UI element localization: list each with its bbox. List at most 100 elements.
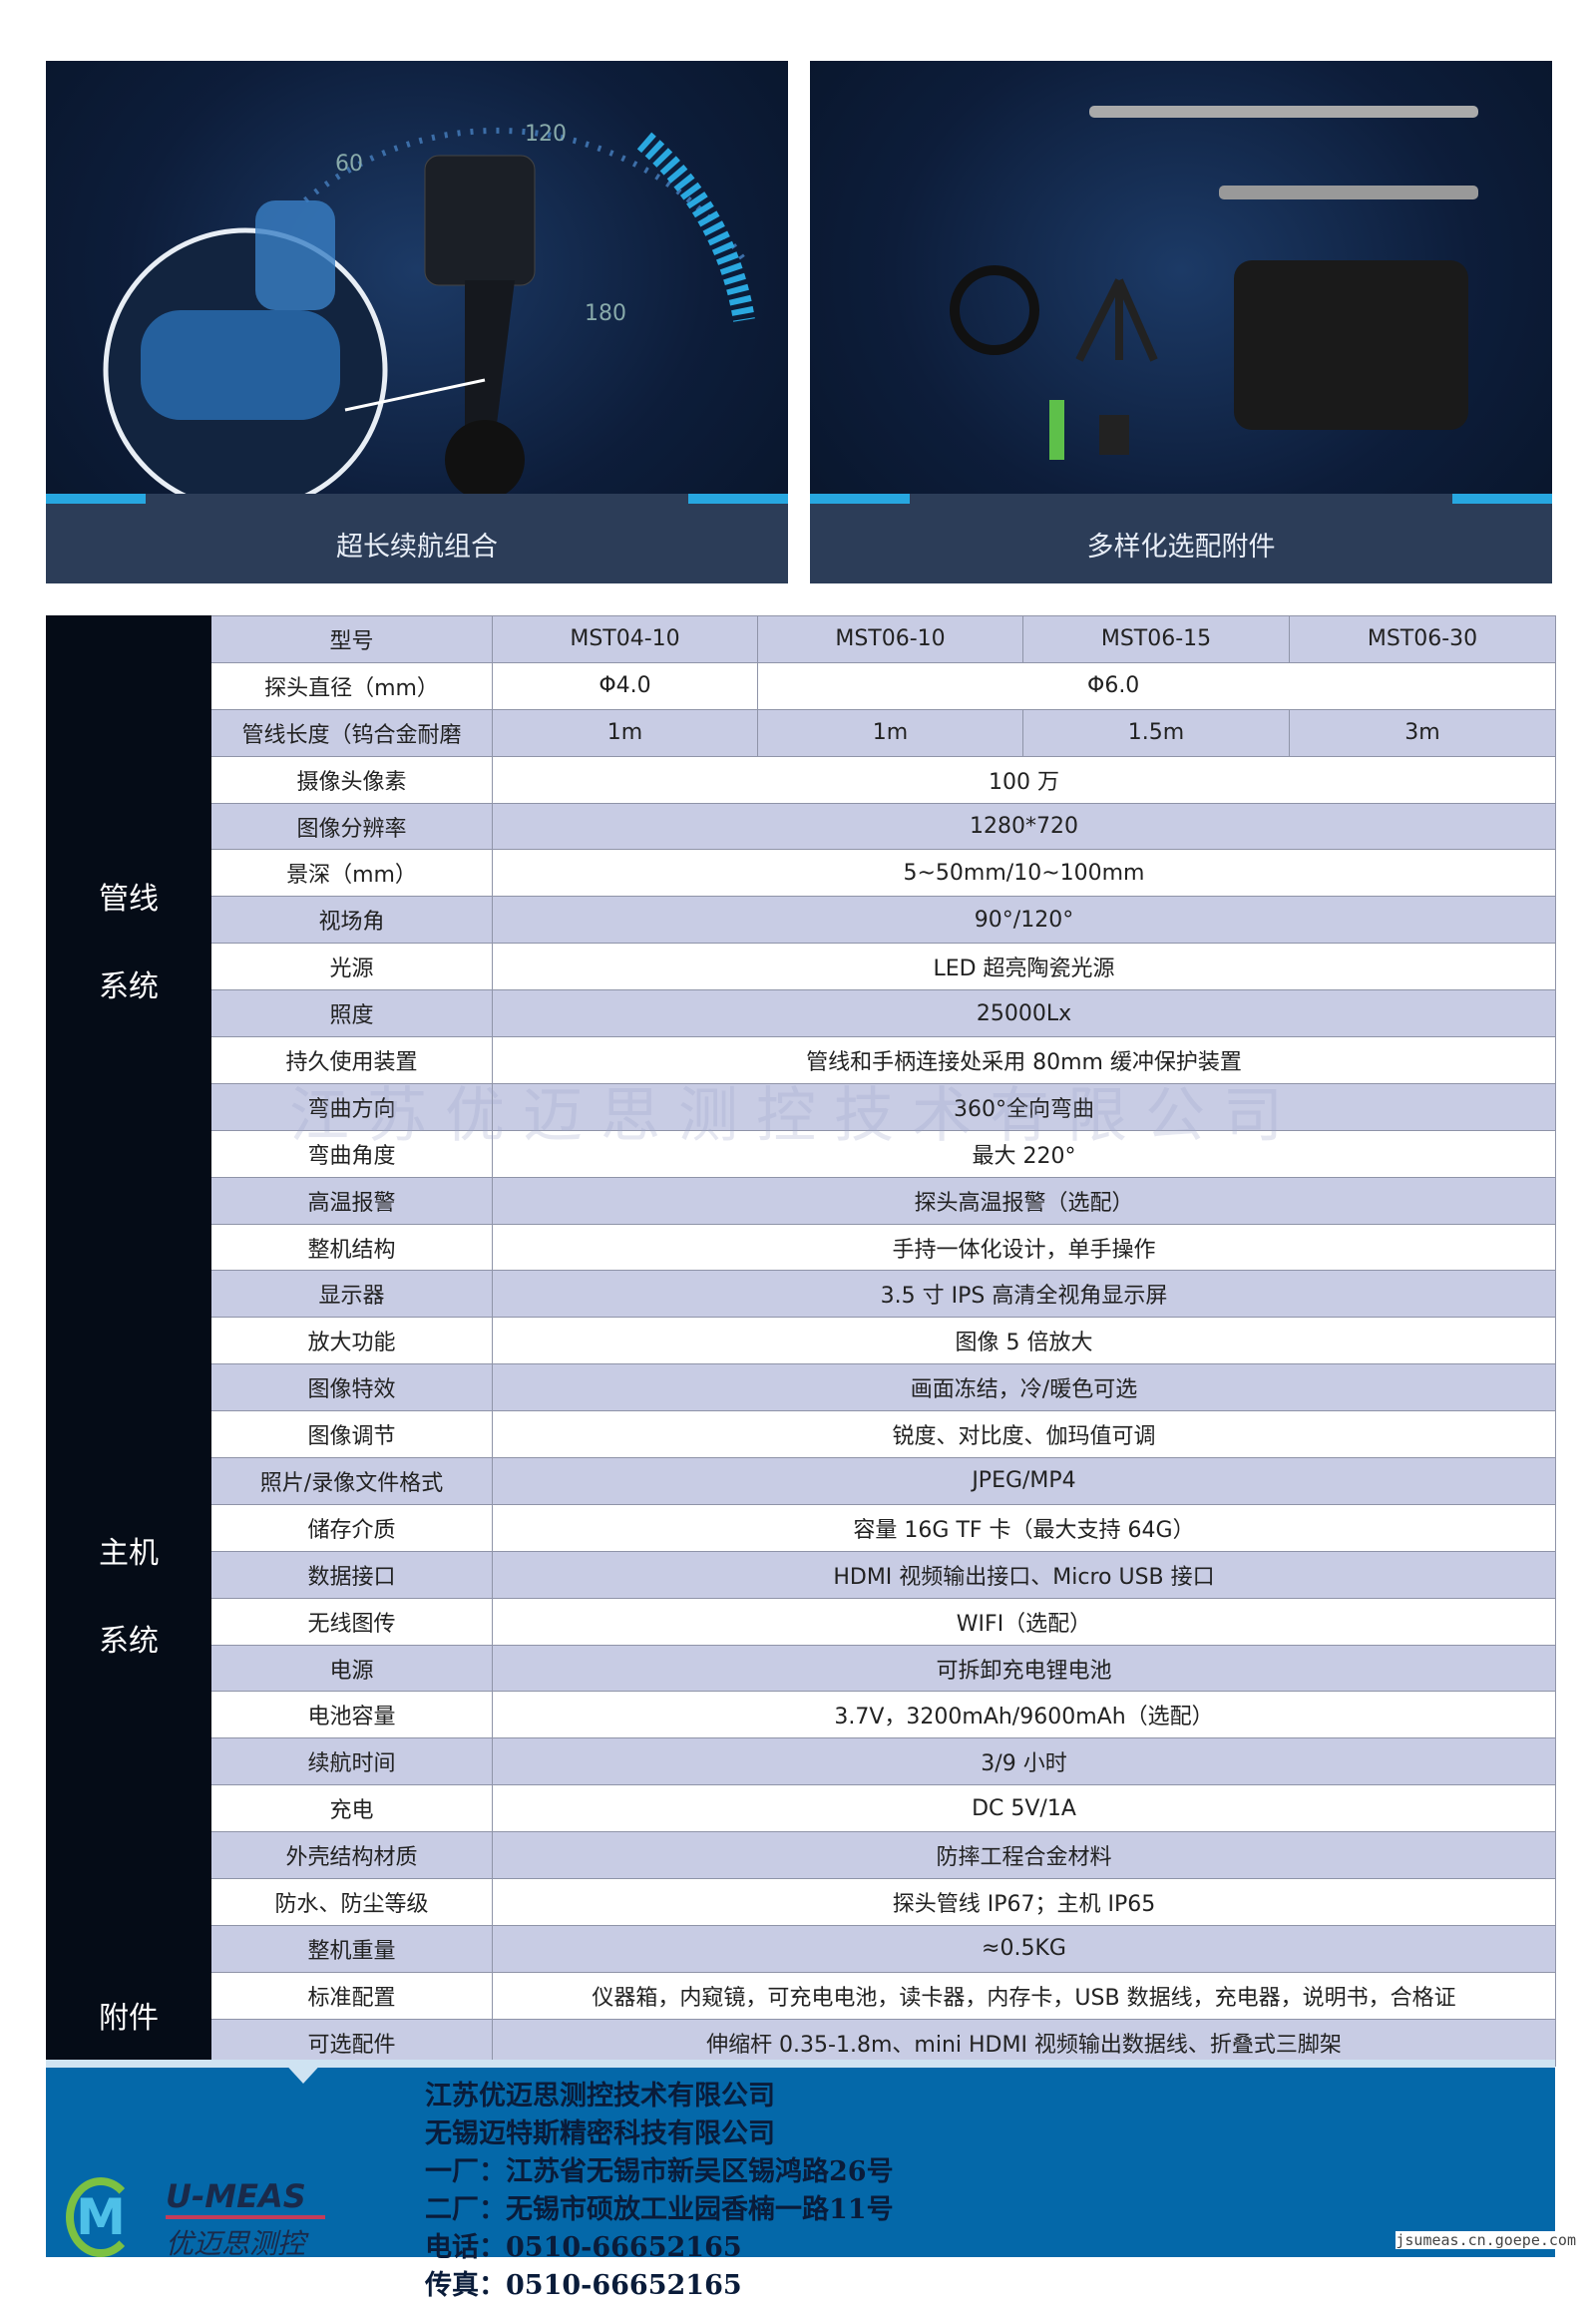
row-label: 高温报警 [210,1176,493,1225]
table-row: 图像特效 画面冻结，冷/暖色可选 [47,1363,1556,1412]
table-row: 储存介质 容量 16G TF 卡（最大支持 64G） [47,1503,1556,1552]
table-row: 景深（mm） 5~50mm/10~100mm [47,849,1556,898]
row-label: 探头直径（mm） [210,661,493,710]
row-value: JPEG/MP4 [492,1457,1556,1505]
corner-cell [46,615,211,663]
row-value: 1m [492,708,758,757]
company-info-line: 无锡迈特斯精密科技有限公司 [425,2118,775,2149]
row-value: LED 超亮陶瓷光源 [492,943,1556,991]
row-label: 光源 [210,943,493,991]
row-label: 无线图传 [210,1597,493,1646]
table-row: 管线 系统 探头直径（mm） Φ4.0 Φ6.0 [46,661,1556,1225]
row-label: 图像调节 [210,1410,493,1459]
row-label: 照片/录像文件格式 [210,1457,493,1505]
table-row: 无线图传 WIFI（选配） [47,1597,1556,1646]
company-info-line: 一厂：江苏省无锡市新吴区锡鸿路26号 [425,2156,894,2187]
company-info-line: 电话：0510-66652165 [425,2232,742,2263]
company-info-line: 二厂：无锡市硕放工业园香楠一路11号 [425,2194,894,2225]
row-label: 防水、防尘等级 [210,1878,493,1926]
table-row: 图像分辨率 1280*720 [47,802,1556,851]
row-label: 外壳结构材质 [210,1831,493,1880]
table-row: 弯曲角度 最大 220° [47,1129,1556,1178]
row-value: 手持一体化设计，单手操作 [492,1223,1556,1272]
row-value: 360°全向弯曲 [492,1082,1556,1131]
model-cell: MST06-15 [1022,615,1290,663]
table-row: 主机 系统 整机结构 手持一体化设计，单手操作 [46,1223,1556,1973]
table-row: 显示器 3.5 寸 IPS 高清全视角显示屏 [47,1270,1556,1319]
row-label: 续航时间 [210,1737,493,1786]
model-cell: MST06-30 [1289,615,1556,663]
logo-cn: 优迈思测控 [166,2227,306,2260]
row-value: 最大 220° [492,1129,1556,1178]
row-value: 管线和手柄连接处采用 80mm 缓冲保护装置 [492,1036,1556,1084]
model-cell: MST06-10 [757,615,1023,663]
row-value: Φ6.0 [757,661,1556,710]
row-value: 1280*720 [492,802,1556,851]
table-row: 数据接口 HDMI 视频输出接口、Micro USB 接口 [47,1550,1556,1599]
banner-caption: 超长续航组合 [46,494,788,583]
logo-en: U-MEAS [166,2177,325,2219]
banner-caption: 多样化选配附件 [810,494,1552,583]
row-label: 电池容量 [210,1691,493,1739]
table-row: 可选配件 伸缩杆 0.35-1.8m、mini HDMI 视频输出数据线、折叠式三… [47,2018,1556,2067]
row-label: 弯曲角度 [210,1129,493,1178]
row-label: 景深（mm） [210,849,493,898]
row-value: 1.5m [1022,708,1290,757]
row-label: 整机结构 [210,1223,493,1272]
row-value: HDMI 视频输出接口、Micro USB 接口 [492,1550,1556,1599]
table-row: 照度 25000Lx [47,989,1556,1038]
accessories-banner: 多样化选配附件 [810,61,1552,583]
table-row: 照片/录像文件格式 JPEG/MP4 [47,1457,1556,1505]
row-label: 型号 [210,615,493,663]
table-row: 放大功能 图像 5 倍放大 [47,1317,1556,1365]
spec-table: 型号 MST04-10 MST06-10 MST06-15 MST06-30 管… [46,615,1556,2067]
row-value: 3m [1289,708,1556,757]
row-label: 摄像头像素 [210,755,493,804]
row-value: 图像 5 倍放大 [492,1317,1556,1365]
row-value: 3/9 小时 [492,1737,1556,1786]
row-label: 标准配置 [210,1971,493,2020]
row-label: 显示器 [210,1270,493,1319]
row-label: 储存介质 [210,1503,493,1552]
row-label: 放大功能 [210,1317,493,1365]
table-row: 充电 DC 5V/1A [47,1784,1556,1833]
table-row: 电池容量 3.7V，3200mAh/9600mAh（选配） [47,1691,1556,1739]
row-value: 容量 16G TF 卡（最大支持 64G） [492,1503,1556,1552]
row-value: 3.5 寸 IPS 高清全视角显示屏 [492,1270,1556,1319]
table-row: 整机重量 ≈0.5KG [47,1924,1556,1973]
site-watermark: jsumeas.cn.goepe.com [1396,2231,1576,2249]
table-row: 弯曲方向 360°全向弯曲 [47,1082,1556,1131]
row-label: 可选配件 [210,2018,493,2067]
model-cell: MST04-10 [492,615,758,663]
row-value: 探头管线 IP67；主机 IP65 [492,1878,1556,1926]
row-value: 25000Lx [492,989,1556,1038]
battery-combo-banner: 60 120 180 超长续航组合 [46,61,788,583]
row-value: 可拆卸充电锂电池 [492,1644,1556,1693]
row-label: 弯曲方向 [210,1082,493,1131]
row-value: 画面冻结，冷/暖色可选 [492,1363,1556,1412]
company-info-line: 江苏优迈思测控技术有限公司 [425,2081,775,2112]
table-row: 管线长度（钨合金耐磨 1m 1m 1.5m 3m [47,708,1556,757]
section-pipeline: 管线 系统 [46,661,211,1225]
row-label: 视场角 [210,896,493,945]
row-value: 仪器箱，内窥镜，可充电电池，读卡器，内存卡，USB 数据线，充电器，说明书，合格… [492,1971,1556,2020]
gauge-tick: 120 [525,122,567,147]
table-row: 防水、防尘等级 探头管线 IP67；主机 IP65 [47,1878,1556,1926]
accessories-illustration [950,106,1478,460]
footer: 江苏优迈思测控技术有限公司 无锡迈特斯精密科技有限公司一厂：江苏省无锡市新吴区锡鸿… [46,2060,1555,2301]
row-value: WIFI（选配） [492,1597,1556,1646]
table-row: 高温报警 探头高温报警（选配） [47,1176,1556,1225]
section-host: 主机 系统 [46,1223,211,1973]
row-value: 伸缩杆 0.35-1.8m、mini HDMI 视频输出数据线、折叠式三脚架 [492,2018,1556,2067]
table-row: 图像调节 锐度、对比度、伽玛值可调 [47,1410,1556,1459]
row-value: 100 万 [492,755,1556,804]
table-row: 外壳结构材质 防摔工程合金材料 [47,1831,1556,1880]
row-value: 探头高温报警（选配） [492,1176,1556,1225]
row-label: 照度 [210,989,493,1038]
row-label: 图像特效 [210,1363,493,1412]
company-info: 江苏优迈思测控技术有限公司 无锡迈特斯精密科技有限公司一厂：江苏省无锡市新吴区锡鸿… [425,2078,894,2305]
table-row: 摄像头像素 100 万 [47,755,1556,804]
row-label: 持久使用装置 [210,1036,493,1084]
row-value: 1m [757,708,1023,757]
logo-mark: M [66,2177,136,2257]
